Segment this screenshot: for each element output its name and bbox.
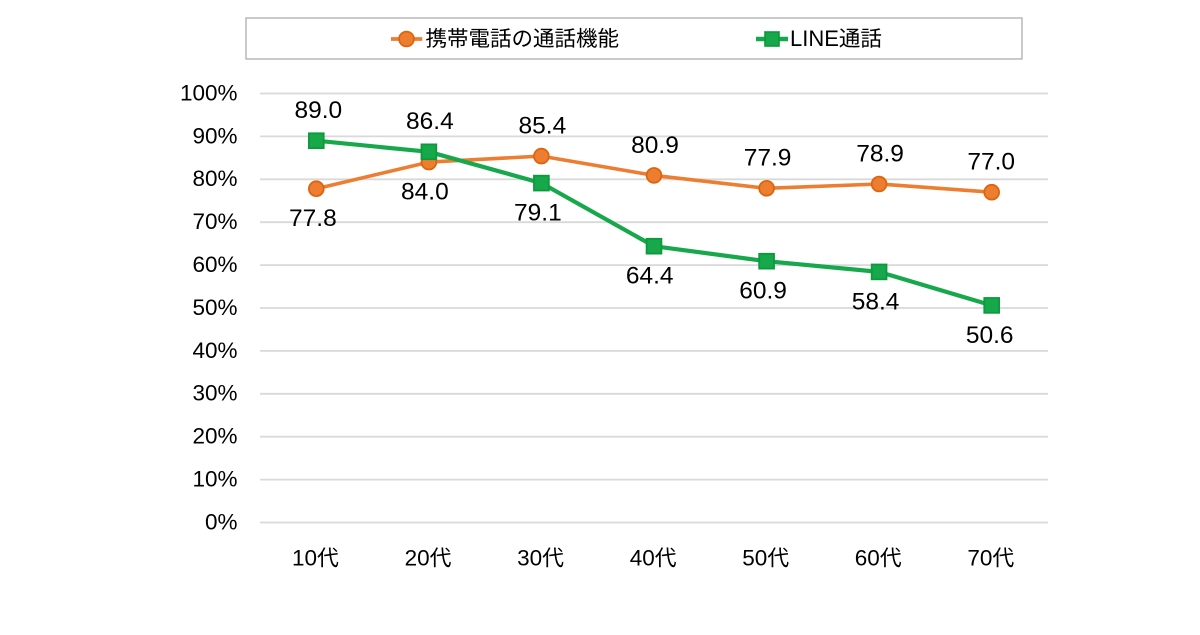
svg-text:84.0: 84.0 xyxy=(401,179,449,206)
svg-text:70: 70 xyxy=(967,546,992,571)
svg-text:77.8: 77.8 xyxy=(289,205,337,232)
svg-text:60%: 60% xyxy=(192,252,237,277)
svg-text:10%: 10% xyxy=(192,467,237,492)
svg-text:30: 30 xyxy=(517,546,542,571)
svg-text:50%: 50% xyxy=(192,295,237,320)
svg-text:60.9: 60.9 xyxy=(739,278,787,305)
svg-text:79.1: 79.1 xyxy=(514,200,562,227)
svg-text:80.9: 80.9 xyxy=(631,132,679,159)
svg-text:90%: 90% xyxy=(192,123,237,148)
svg-text:60: 60 xyxy=(855,546,880,571)
svg-text:LINE: LINE xyxy=(790,26,839,51)
svg-text:70%: 70% xyxy=(192,209,237,234)
svg-text:64.4: 64.4 xyxy=(626,263,674,290)
svg-text:0%: 0% xyxy=(205,509,238,534)
svg-text:58.4: 58.4 xyxy=(852,288,900,315)
svg-text:50.6: 50.6 xyxy=(966,322,1014,349)
svg-text:10: 10 xyxy=(292,546,317,571)
svg-text:77.9: 77.9 xyxy=(744,145,792,172)
svg-text:40: 40 xyxy=(630,546,655,571)
svg-text:80%: 80% xyxy=(192,166,237,191)
svg-text:89.0: 89.0 xyxy=(294,97,342,124)
svg-text:30%: 30% xyxy=(192,381,237,406)
svg-text:100%: 100% xyxy=(180,80,238,105)
svg-text:50: 50 xyxy=(742,546,767,571)
svg-text:40%: 40% xyxy=(192,338,237,363)
svg-text:85.4: 85.4 xyxy=(519,113,567,140)
svg-text:86.4: 86.4 xyxy=(406,108,454,135)
svg-text:77.0: 77.0 xyxy=(967,149,1015,176)
svg-text:78.9: 78.9 xyxy=(856,140,904,167)
svg-text:20: 20 xyxy=(405,546,430,571)
svg-text:20%: 20% xyxy=(192,424,237,449)
